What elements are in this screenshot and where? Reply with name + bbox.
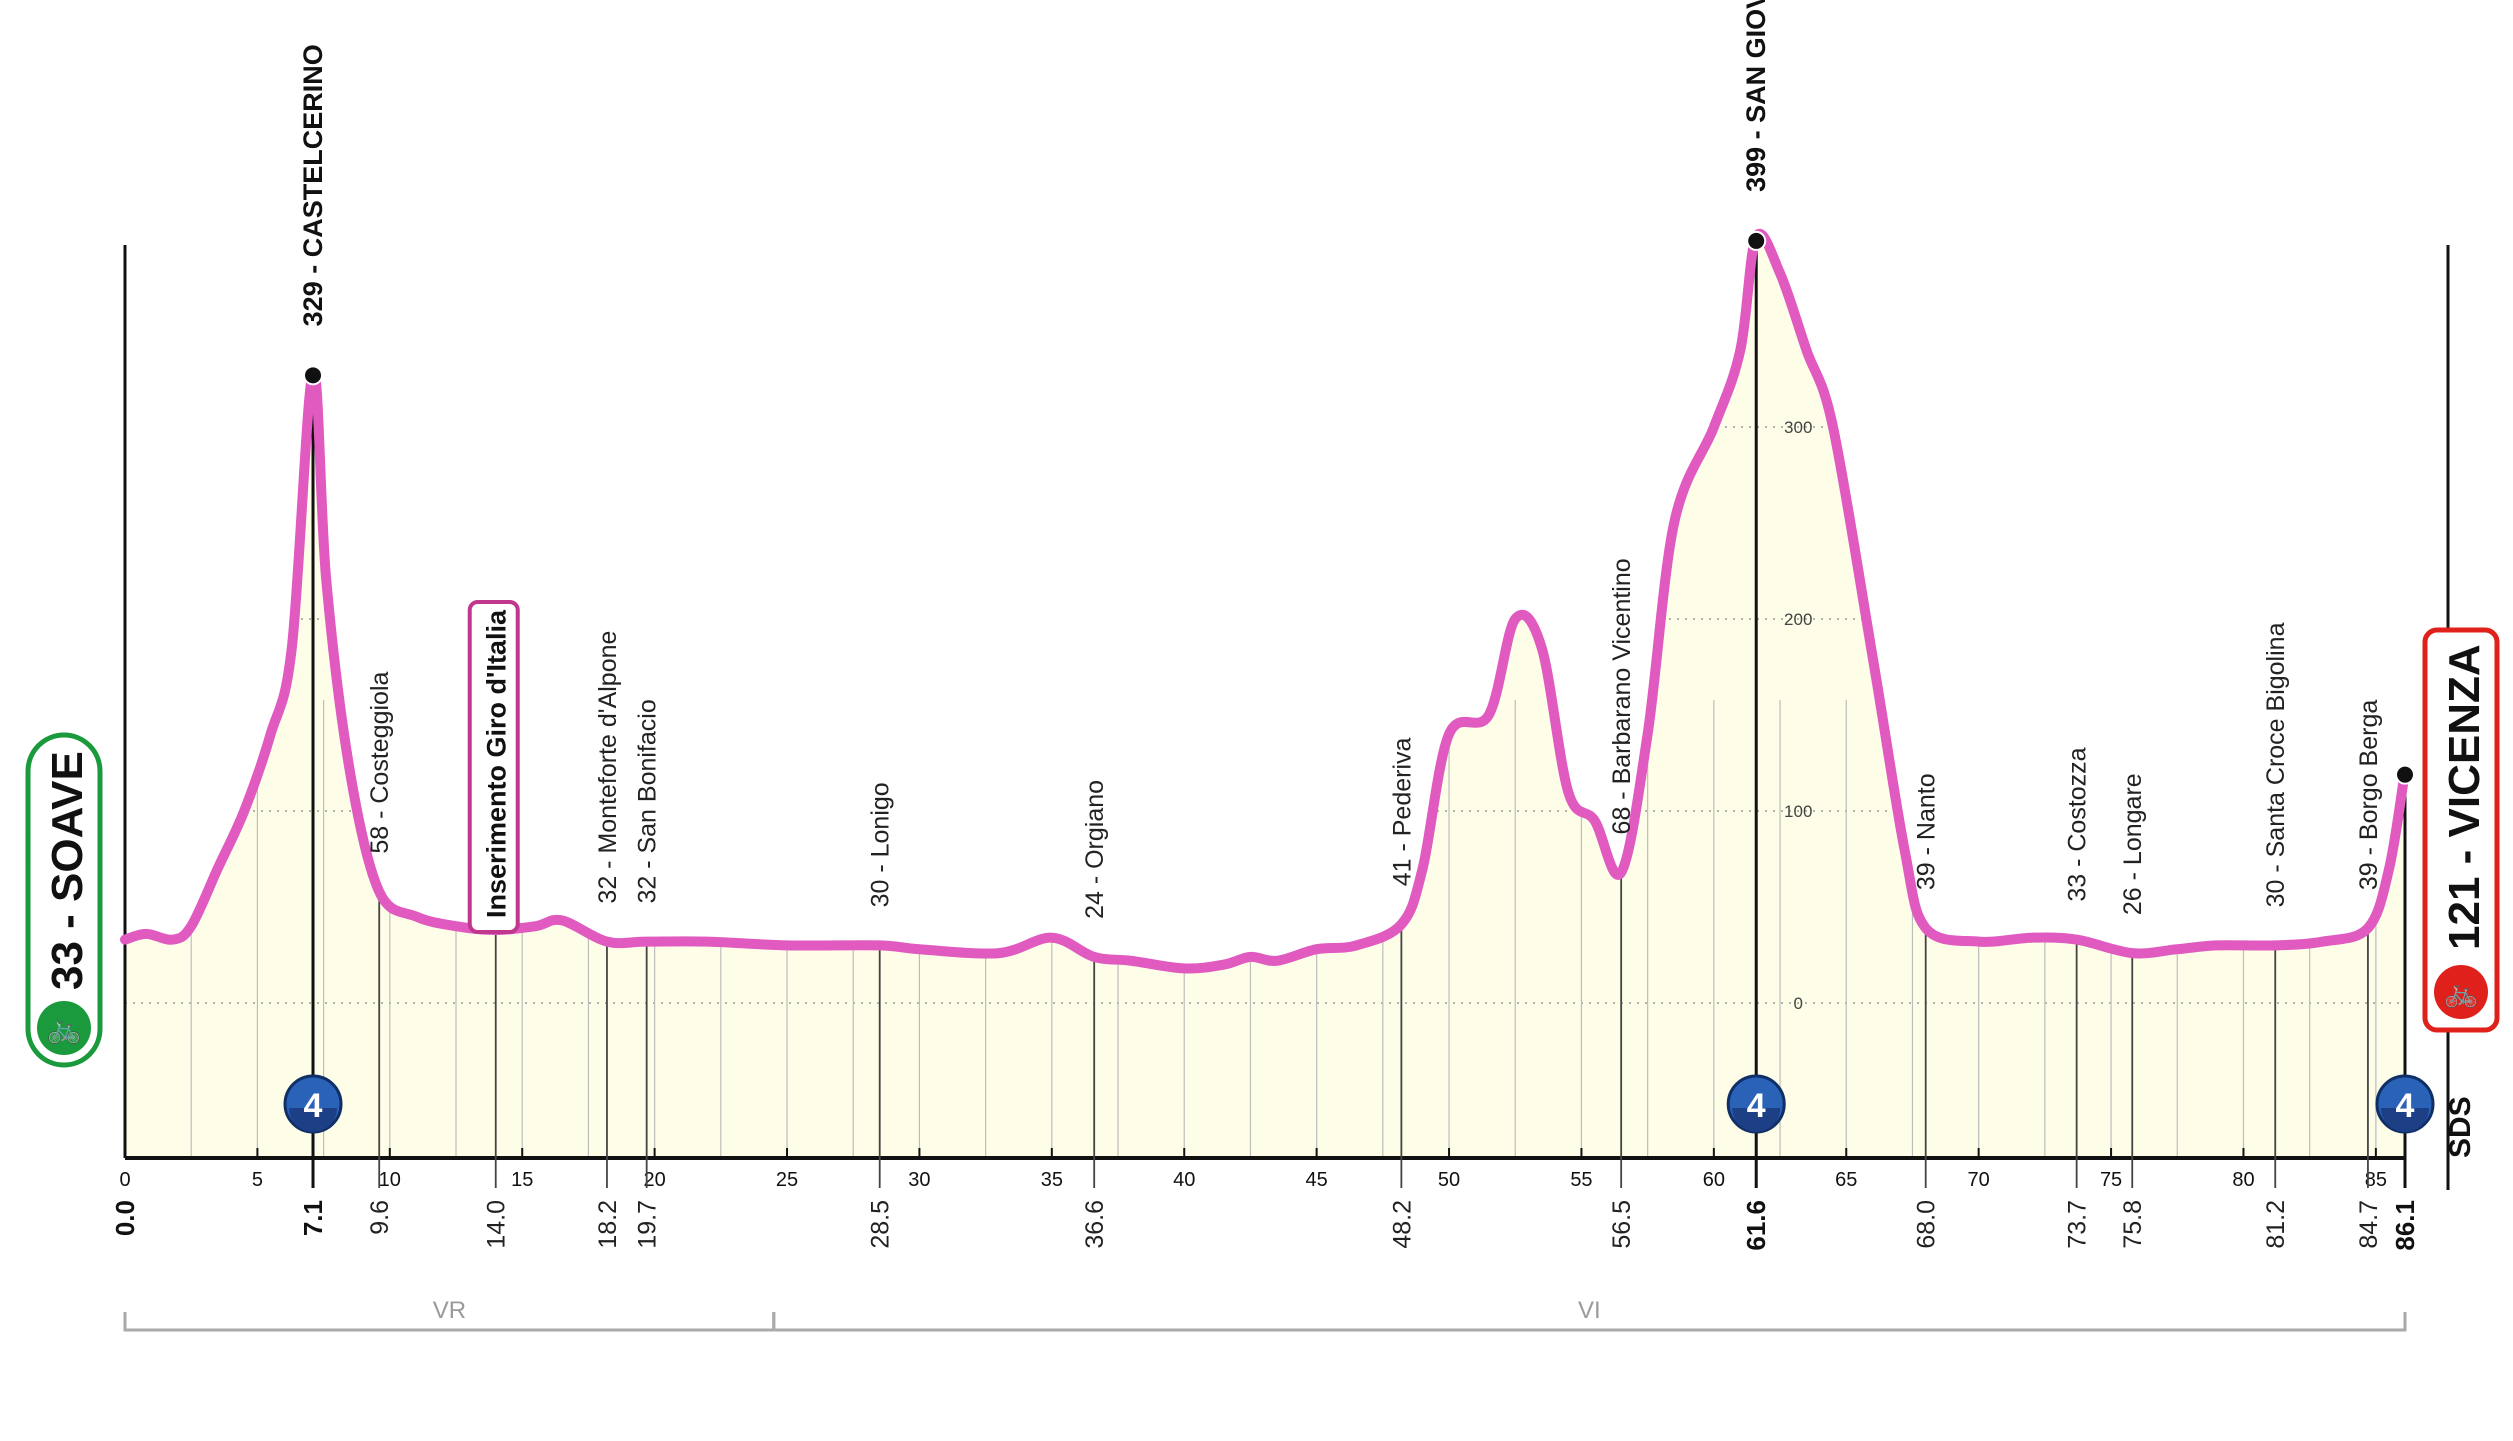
x-tick-label: 75 (2100, 1169, 2122, 1191)
gpm-category-label: 4 (304, 1087, 323, 1125)
waypoint-km-label: 61.6 (1741, 1200, 1771, 1251)
inserimento-label: Inserimento Giro d'Italia (482, 609, 512, 918)
waypoint-label: 33 - Costozza (2064, 747, 2092, 901)
summit-dot (303, 365, 324, 386)
altitude-scale-label: 200 (1784, 610, 1812, 629)
finish-cyclist-icon (2434, 965, 2488, 1019)
altitude-scale-label: 100 (1784, 802, 1812, 821)
x-tick-label: 70 (1968, 1169, 1990, 1191)
summit-dot (1746, 230, 1767, 251)
waypoint-label: 399 - SAN GIOVANNI IN MONTE (1741, 0, 1771, 192)
waypoint-km-label: 48.2 (1388, 1200, 1416, 1249)
profile-line (120, 229, 2410, 974)
altitude-scale-label: 0 (1793, 994, 1802, 1013)
waypoint-label: 24 - Orgiano (1081, 780, 1109, 919)
profile-area-fill (125, 233, 2405, 1158)
waypoint-km-label: 84.7 (2355, 1200, 2383, 1249)
waypoint-km-label: 18.2 (594, 1200, 622, 1249)
waypoint-km-label: 7.1 (298, 1200, 328, 1236)
region-bracket (772, 1312, 2407, 1332)
waypoint-km-label: 56.5 (1608, 1200, 1636, 1249)
waypoint-label: 39 - Nanto (1913, 773, 1941, 890)
x-tick-label: 60 (1703, 1169, 1725, 1191)
x-tick-label: 50 (1438, 1169, 1460, 1191)
waypoint-km-label: 9.6 (366, 1200, 394, 1235)
finish-label: 121 - VICENZA (2440, 644, 2489, 950)
x-tick-label: 15 (511, 1169, 533, 1191)
x-tick-label: 45 (1306, 1169, 1328, 1191)
start-cyclist-icon (37, 1001, 91, 1055)
x-tick-label: 5 (252, 1169, 263, 1191)
x-tick-label: 30 (908, 1169, 930, 1191)
finish-pill (2422, 627, 2500, 1033)
waypoint-km-label: 36.6 (1081, 1200, 1109, 1249)
gpm-badge-shade (1732, 1108, 1781, 1132)
waypoint-km-label: 75.8 (2119, 1200, 2147, 1249)
brand-logo: SDS (2444, 1096, 2477, 1158)
inserimento-box (467, 600, 520, 934)
summit-dot (2395, 764, 2415, 785)
finish-cyclist-glyph: 🚲 (2444, 977, 2479, 1009)
x-tick-label: 0 (119, 1169, 130, 1191)
x-tick-label: 25 (776, 1169, 798, 1191)
waypoint-label: 30 - Santa Croce Bigolina (2262, 622, 2290, 907)
x-tick-label: 55 (1570, 1169, 1592, 1191)
waypoint-label: 68 - Barbarano Vicentino (1608, 558, 1636, 834)
x-tick-label: 85 (2365, 1169, 2387, 1191)
x-tick-label: 65 (1835, 1169, 1857, 1191)
waypoint-km-label: 68.0 (1913, 1200, 1941, 1249)
waypoint-label: 329 - CASTELCERINO (298, 44, 328, 326)
waypoint-label: 41 - Pederiva (1388, 737, 1416, 886)
waypoint-km-label: 19.7 (634, 1200, 662, 1249)
waypoint-km-label: 28.5 (867, 1200, 895, 1249)
waypoint-label: 26 - Longare (2119, 773, 2147, 915)
x-tick-label: 20 (643, 1169, 665, 1191)
x-tick-label: 80 (2232, 1169, 2254, 1191)
waypoint-label: 58 - Costeggiola (366, 671, 394, 853)
x-tick-label: 35 (1041, 1169, 1063, 1191)
gpm-category-label: 4 (1747, 1087, 1766, 1125)
region-label: VR (433, 1297, 466, 1324)
altitude-scale-label: 300 (1784, 418, 1812, 437)
waypoint-km-label: 81.2 (2262, 1200, 2290, 1249)
waypoint-km-label: 0.0 (110, 1200, 140, 1236)
gpm-category-label: 4 (2396, 1087, 2415, 1125)
waypoint-label: 32 - San Bonifacio (634, 699, 662, 903)
x-tick-label: 40 (1173, 1169, 1195, 1191)
waypoint-label: 39 - Borgo Berga (2355, 700, 2383, 890)
waypoint-km-label: 14.0 (483, 1200, 511, 1249)
gpm-badge-shade (2381, 1108, 2429, 1132)
x-tick-label: 10 (379, 1169, 401, 1191)
region-label: VI (1578, 1297, 1601, 1324)
gpm-badge-shade (289, 1108, 338, 1132)
waypoint-km-label: 73.7 (2064, 1200, 2092, 1249)
start-cyclist-glyph: 🚲 (47, 1013, 82, 1045)
waypoint-km-label: 86.1 (2390, 1200, 2420, 1251)
start-pill (25, 732, 103, 1068)
start-label: 33 - SOAVE (43, 751, 92, 990)
waypoint-label: 30 - Lonigo (867, 782, 895, 907)
waypoint-label: 32 - Monteforte d'Alpone (594, 631, 622, 904)
